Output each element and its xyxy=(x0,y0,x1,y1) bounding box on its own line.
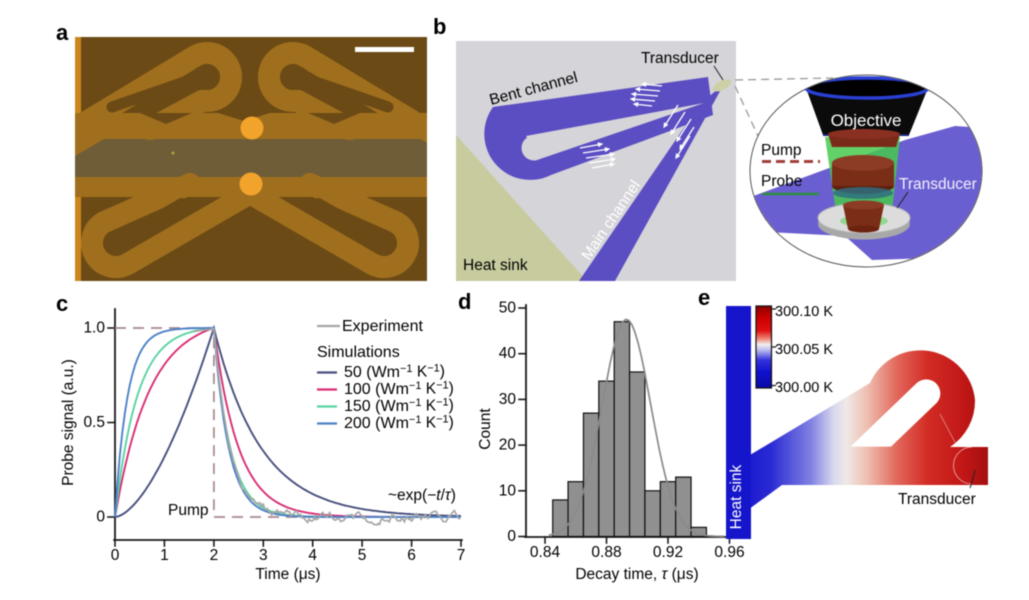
svg-text:Transducer: Transducer xyxy=(641,50,719,67)
svg-text:c: c xyxy=(56,291,68,316)
svg-text:Count: Count xyxy=(477,408,494,450)
svg-text:300.05 K: 300.05 K xyxy=(775,342,833,358)
svg-text:Heat sink: Heat sink xyxy=(463,257,528,274)
svg-text:Pump: Pump xyxy=(761,142,802,159)
svg-text:100 (Wm−1 K−1): 100 (Wm−1 K−1) xyxy=(344,380,454,399)
svg-text:b: b xyxy=(433,14,446,39)
svg-text:40: 40 xyxy=(499,345,517,362)
svg-text:~exp(−t/τ): ~exp(−t/τ) xyxy=(388,487,456,504)
svg-text:7: 7 xyxy=(457,547,466,564)
svg-text:0: 0 xyxy=(96,509,105,526)
svg-text:50: 50 xyxy=(499,300,517,317)
svg-text:Experiment: Experiment xyxy=(342,318,423,335)
svg-text:4: 4 xyxy=(308,547,317,564)
svg-text:150 (Wm−1 K−1): 150 (Wm−1 K−1) xyxy=(344,397,454,416)
svg-text:1.0: 1.0 xyxy=(83,320,105,337)
svg-text:Decay time, τ (μs): Decay time, τ (μs) xyxy=(575,566,698,583)
svg-text:Simulations: Simulations xyxy=(317,344,400,361)
svg-text:2: 2 xyxy=(210,547,219,564)
svg-text:200 (Wm−1 K−1): 200 (Wm−1 K−1) xyxy=(344,414,454,433)
svg-text:1: 1 xyxy=(160,547,169,564)
svg-text:d: d xyxy=(458,289,471,314)
svg-text:10: 10 xyxy=(499,482,517,499)
svg-text:Transducer: Transducer xyxy=(898,491,976,508)
svg-text:6: 6 xyxy=(407,547,416,564)
svg-text:0.92: 0.92 xyxy=(653,544,683,561)
svg-text:Probe: Probe xyxy=(761,173,802,190)
svg-text:5: 5 xyxy=(358,547,367,564)
svg-text:Heat sink: Heat sink xyxy=(728,464,745,529)
svg-text:0.84: 0.84 xyxy=(530,544,561,561)
svg-text:Transducer: Transducer xyxy=(899,176,977,193)
svg-text:a: a xyxy=(56,20,69,45)
svg-text:0: 0 xyxy=(111,547,120,564)
svg-text:300.10 K: 300.10 K xyxy=(775,304,833,320)
svg-text:20: 20 xyxy=(499,437,517,454)
svg-text:0.88: 0.88 xyxy=(591,544,621,561)
svg-text:Time (μs): Time (μs) xyxy=(255,566,320,583)
svg-text:e: e xyxy=(698,285,710,310)
svg-text:0.96: 0.96 xyxy=(714,544,744,561)
svg-text:0: 0 xyxy=(507,528,516,545)
svg-text:30: 30 xyxy=(499,391,517,408)
svg-text:3: 3 xyxy=(259,547,268,564)
svg-text:0.5: 0.5 xyxy=(83,414,105,431)
svg-text:Probe signal (a.u.): Probe signal (a.u.) xyxy=(60,359,77,486)
svg-text:Objective: Objective xyxy=(831,111,902,130)
svg-text:300.00 K: 300.00 K xyxy=(775,380,833,396)
svg-text:50 (Wm−1 K−1): 50 (Wm−1 K−1) xyxy=(344,363,445,382)
svg-text:Pump: Pump xyxy=(168,502,209,519)
